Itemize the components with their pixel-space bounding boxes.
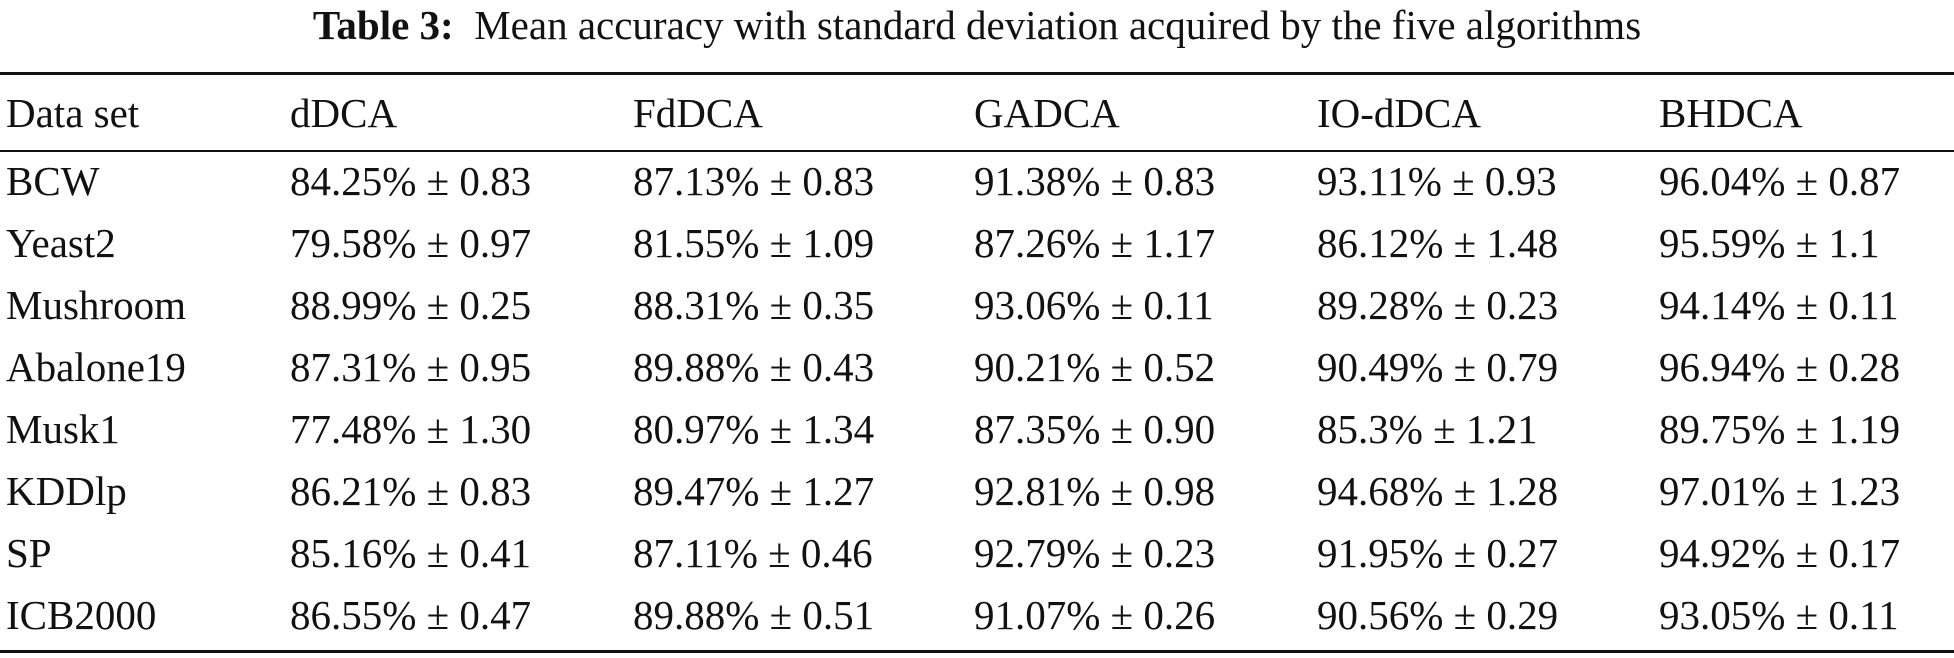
header-fdddca: FdDCA — [633, 89, 763, 136]
cell-bhdca-best: 95.59% ± 1.1 — [1659, 220, 1880, 266]
table-row: Mushroom 88.99% ± 0.25 88.31% ± 0.35 93.… — [0, 274, 1954, 336]
cell-gadca: 92.79% ± 0.23 — [974, 530, 1216, 576]
cell-bhdca-best: 94.14% ± 0.11 — [1659, 282, 1899, 328]
results-table: Data set dDCA FdDCA GADCA IO-dDCA BHDCA … — [0, 75, 1954, 646]
cell-fdddca: 89.47% ± 1.27 — [633, 468, 875, 514]
bottom-rule — [0, 650, 1954, 653]
cell-ddca: 85.16% ± 0.41 — [290, 530, 532, 576]
cell-dataset: Mushroom — [6, 282, 186, 328]
header-row: Data set dDCA FdDCA GADCA IO-dDCA BHDCA — [0, 75, 1954, 150]
table-row: BCW 84.25% ± 0.83 87.13% ± 0.83 91.38% ±… — [0, 150, 1954, 212]
cell-gadca: 87.26% ± 1.17 — [974, 220, 1216, 266]
cell-ddca: 84.25% ± 0.83 — [290, 158, 532, 204]
cell-bhdca-best: 94.92% ± 0.17 — [1659, 530, 1901, 576]
cell-io-ddca: 93.11% ± 0.93 — [1317, 158, 1557, 204]
cell-fdddca: 87.11% ± 0.46 — [633, 530, 873, 576]
table-caption: Table 3: Mean accuracy with standard dev… — [0, 0, 1954, 66]
table-row: SP 85.16% ± 0.41 87.11% ± 0.46 92.79% ± … — [0, 522, 1954, 584]
cell-dataset: SP — [6, 530, 52, 576]
cell-dataset: Yeast2 — [6, 220, 116, 266]
cell-io-ddca: 91.95% ± 0.27 — [1317, 530, 1559, 576]
cell-dataset: ICB2000 — [6, 592, 157, 638]
header-io-ddca: IO-dDCA — [1317, 89, 1481, 136]
header-ddca: dDCA — [290, 89, 398, 136]
cell-io-ddca: 94.68% ± 1.28 — [1317, 468, 1559, 514]
cell-ddca: 86.55% ± 0.47 — [290, 592, 532, 638]
cell-dataset: KDDlp — [6, 468, 127, 514]
cell-gadca: 93.06% ± 0.11 — [974, 282, 1214, 328]
cell-fdddca: 88.31% ± 0.35 — [633, 282, 875, 328]
table-row: Abalone19 87.31% ± 0.95 89.88% ± 0.43 90… — [0, 336, 1954, 398]
cell-fdddca: 80.97% ± 1.34 — [633, 406, 875, 452]
cell-gadca: 91.07% ± 0.26 — [974, 592, 1216, 638]
table-row: KDDlp 86.21% ± 0.83 89.47% ± 1.27 92.81%… — [0, 460, 1954, 522]
cell-io-ddca: 89.28% ± 0.23 — [1317, 282, 1559, 328]
caption-text: Mean accuracy with standard deviation ac… — [474, 2, 1642, 48]
cell-fdddca: 81.55% ± 1.09 — [633, 220, 875, 266]
cell-ddca: 87.31% ± 0.95 — [290, 344, 532, 390]
header-dataset: Data set — [6, 89, 140, 136]
cell-io-ddca: 90.49% ± 0.79 — [1317, 344, 1559, 390]
cell-bhdca-best: 89.75% ± 1.19 — [1659, 406, 1901, 452]
cell-io-ddca: 86.12% ± 1.48 — [1317, 220, 1559, 266]
cell-dataset: BCW — [6, 158, 100, 204]
cell-io-ddca: 90.56% ± 0.29 — [1317, 592, 1559, 638]
cell-ddca: 79.58% ± 0.97 — [290, 220, 532, 266]
cell-gadca: 87.35% ± 0.90 — [974, 406, 1216, 452]
cell-bhdca-best: 97.01% ± 1.23 — [1659, 468, 1901, 514]
table-row: Yeast2 79.58% ± 0.97 81.55% ± 1.09 87.26… — [0, 212, 1954, 274]
header-gadca: GADCA — [974, 89, 1120, 136]
cell-bhdca-best: 96.04% ± 0.87 — [1659, 158, 1901, 204]
cell-gadca: 91.38% ± 0.83 — [974, 158, 1216, 204]
cell-fdddca: 87.13% ± 0.83 — [633, 158, 875, 204]
cell-gadca: 92.81% ± 0.98 — [974, 468, 1216, 514]
header-bhdca: BHDCA — [1659, 89, 1803, 136]
cell-bhdca-best: 96.94% ± 0.28 — [1659, 344, 1901, 390]
cell-fdddca: 89.88% ± 0.51 — [633, 592, 875, 638]
cell-ddca: 88.99% ± 0.25 — [290, 282, 532, 328]
cell-ddca: 77.48% ± 1.30 — [290, 406, 532, 452]
cell-fdddca: 89.88% ± 0.43 — [633, 344, 875, 390]
cell-dataset: Abalone19 — [6, 344, 186, 390]
cell-bhdca-best: 93.05% ± 0.11 — [1659, 592, 1899, 638]
top-rule — [0, 72, 1954, 75]
cell-ddca: 86.21% ± 0.83 — [290, 468, 532, 514]
cell-dataset: Musk1 — [6, 406, 120, 452]
caption-label: Table 3: — [312, 2, 454, 48]
table-row: ICB2000 86.55% ± 0.47 89.88% ± 0.51 91.0… — [0, 584, 1954, 646]
table-row: Musk1 77.48% ± 1.30 80.97% ± 1.34 87.35%… — [0, 398, 1954, 460]
header-rule — [0, 150, 1954, 152]
cell-gadca: 90.21% ± 0.52 — [974, 344, 1216, 390]
cell-io-ddca: 85.3% ± 1.21 — [1317, 406, 1538, 452]
